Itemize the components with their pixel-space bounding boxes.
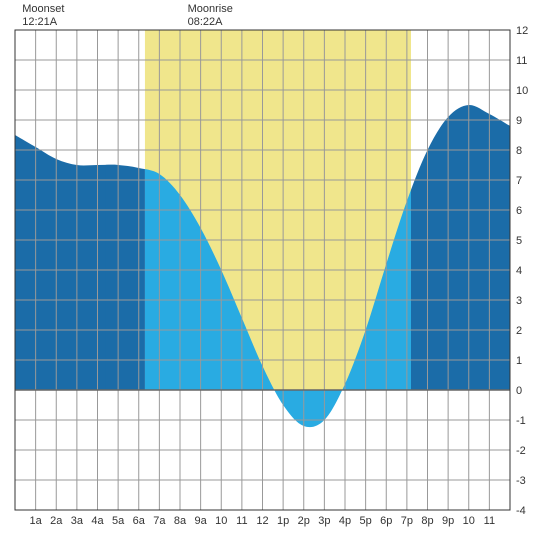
x-tick-label: 8p bbox=[421, 515, 433, 527]
moonrise-label: Moonrise bbox=[188, 3, 233, 15]
x-tick-label: 1a bbox=[30, 515, 43, 527]
y-tick-label: 2 bbox=[516, 325, 522, 337]
x-tick-label: 1p bbox=[277, 515, 289, 527]
y-tick-label: 4 bbox=[516, 265, 522, 277]
x-tick-label: 7a bbox=[153, 515, 166, 527]
x-tick-label: 9p bbox=[442, 515, 454, 527]
x-tick-label: 12 bbox=[256, 515, 268, 527]
y-tick-label: -1 bbox=[516, 415, 526, 427]
y-tick-label: -3 bbox=[516, 475, 526, 487]
tide-chart: -4-3-2-101234567891011121a2a3a4a5a6a7a8a… bbox=[0, 0, 550, 550]
moonset-label: Moonset bbox=[22, 3, 64, 15]
y-tick-label: 6 bbox=[516, 205, 522, 217]
x-tick-label: 10 bbox=[463, 515, 475, 527]
x-tick-label: 11 bbox=[484, 515, 495, 527]
y-tick-label: 11 bbox=[516, 55, 527, 67]
x-tick-label: 2p bbox=[298, 515, 310, 527]
y-tick-label: 9 bbox=[516, 115, 522, 127]
x-tick-label: 7p bbox=[401, 515, 413, 527]
x-tick-label: 11 bbox=[236, 515, 247, 527]
x-tick-label: 10 bbox=[215, 515, 227, 527]
moonrise-time: 08:22A bbox=[188, 16, 224, 28]
x-tick-label: 9a bbox=[195, 515, 208, 527]
x-tick-label: 4p bbox=[339, 515, 351, 527]
y-tick-label: 12 bbox=[516, 25, 528, 37]
y-tick-label: 8 bbox=[516, 145, 522, 157]
x-tick-label: 8a bbox=[174, 515, 187, 527]
moonset-time: 12:21A bbox=[22, 16, 58, 28]
x-tick-label: 3p bbox=[318, 515, 330, 527]
x-tick-label: 6p bbox=[380, 515, 392, 527]
y-tick-label: 10 bbox=[516, 85, 528, 97]
x-tick-label: 4a bbox=[91, 515, 104, 527]
y-tick-label: -4 bbox=[516, 505, 526, 517]
y-tick-label: 7 bbox=[516, 175, 522, 187]
x-tick-label: 6a bbox=[133, 515, 146, 527]
y-tick-label: 1 bbox=[516, 355, 522, 367]
x-tick-label: 5p bbox=[360, 515, 372, 527]
x-tick-label: 3a bbox=[71, 515, 84, 527]
x-tick-label: 2a bbox=[50, 515, 63, 527]
x-tick-label: 5a bbox=[112, 515, 125, 527]
y-tick-label: 5 bbox=[516, 235, 522, 247]
y-tick-label: -2 bbox=[516, 445, 526, 457]
chart-svg: -4-3-2-101234567891011121a2a3a4a5a6a7a8a… bbox=[0, 0, 550, 550]
y-tick-label: 0 bbox=[516, 385, 522, 397]
y-tick-label: 3 bbox=[516, 295, 522, 307]
